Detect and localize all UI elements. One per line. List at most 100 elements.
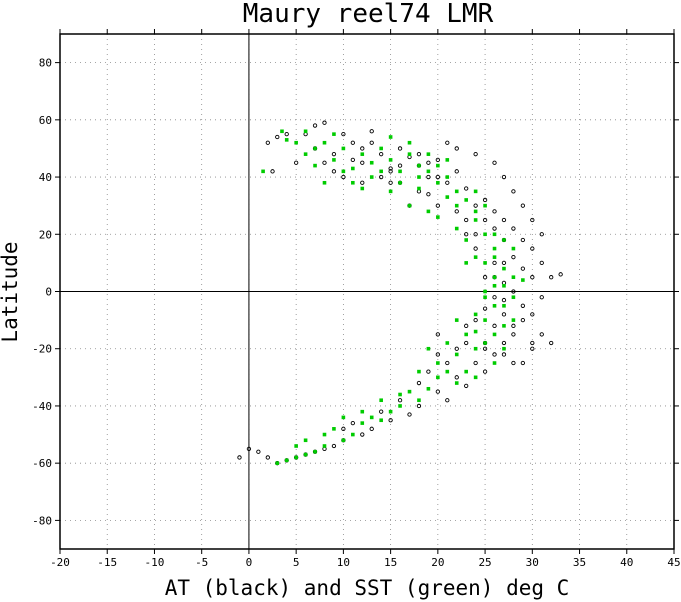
series-layer [237, 120, 563, 466]
at-point [397, 146, 403, 151]
at-point [246, 446, 252, 452]
sst-point [454, 352, 459, 357]
sst-point [464, 261, 468, 265]
at-point [539, 232, 544, 237]
at-point [464, 383, 469, 389]
at-point [350, 157, 355, 163]
at-point [454, 346, 459, 351]
at-point [501, 217, 507, 223]
y-tick-label: -60 [32, 457, 52, 470]
x-tick-label: -20 [50, 556, 70, 569]
sst-point [407, 152, 412, 156]
sst-point [473, 329, 478, 334]
sst-point [483, 232, 487, 237]
x-tick-label: 35 [573, 556, 586, 569]
sst-point [369, 160, 374, 165]
sst-point [379, 398, 383, 403]
at-point [558, 272, 563, 277]
y-axis-ticks: -80 -60 -40 -20 0 20 40 60 80 [32, 57, 679, 527]
sst-point [284, 458, 289, 463]
sst-point [275, 461, 280, 465]
sst-point [332, 132, 336, 136]
at-point [426, 192, 431, 197]
sst-point [445, 341, 450, 345]
sst-point [511, 295, 516, 300]
at-point [454, 146, 459, 151]
sst-point [398, 169, 402, 174]
at-point [473, 232, 478, 237]
y-axis-label: Latitude [0, 241, 22, 342]
at-point [454, 169, 459, 174]
sst-point [454, 226, 459, 231]
sst-point [426, 386, 431, 391]
sst-point [492, 361, 497, 365]
sst-point [360, 409, 365, 414]
sst-point [313, 163, 317, 168]
sst-point [445, 369, 450, 374]
at-point [492, 352, 497, 357]
at-point [501, 260, 507, 266]
sst-point [261, 169, 265, 174]
sst-point [502, 346, 506, 351]
at-point [482, 217, 488, 223]
sst-point [322, 432, 327, 437]
sst-point [398, 180, 402, 185]
sst-point [502, 283, 506, 288]
at-point [520, 266, 526, 271]
sst-point [360, 186, 365, 191]
at-point [501, 312, 507, 317]
at-point [511, 289, 516, 294]
at-point [539, 260, 544, 266]
at-point [426, 174, 431, 180]
sst-point [473, 209, 478, 214]
sst-point [407, 389, 412, 394]
x-axis-label: AT (black) and SST (green) deg C [165, 576, 570, 600]
x-axis-ticks: -20 -15 -10 -5 0 5 10 15 20 25 30 35 40 45 [50, 29, 681, 569]
at-point [360, 180, 365, 185]
sst-point [303, 438, 308, 443]
at-point [379, 409, 384, 414]
y-tick-label: 80 [39, 57, 52, 70]
y-tick-label: 0 [45, 286, 52, 299]
at-point [501, 340, 507, 346]
sst-point [351, 166, 355, 171]
at-point [464, 232, 469, 237]
at-point [369, 140, 374, 145]
sst-point [483, 203, 487, 208]
sst-point [492, 255, 497, 259]
at-point [473, 246, 478, 251]
at-point [520, 237, 526, 243]
sst-point [445, 158, 450, 162]
at-point [407, 412, 412, 417]
at-point [294, 160, 299, 165]
sst-point [502, 238, 506, 242]
at-point [492, 295, 497, 300]
sst-point [303, 152, 308, 156]
at-point [435, 332, 440, 337]
sst-point [407, 203, 412, 208]
at-point [492, 323, 497, 328]
sst-point [445, 175, 450, 179]
at-point [520, 317, 526, 323]
at-point [341, 174, 346, 180]
x-tick-label: 10 [337, 556, 350, 569]
sst-point [502, 266, 506, 271]
sst-point [417, 163, 421, 168]
sst-point [322, 140, 327, 145]
at-point [331, 443, 337, 449]
at-point [331, 152, 337, 157]
at-point [511, 189, 516, 194]
sst-point [492, 275, 497, 279]
y-tick-label: 40 [39, 171, 52, 184]
at-point [379, 152, 384, 157]
at-point [360, 432, 365, 437]
at-point [482, 197, 488, 203]
at-point [501, 352, 507, 357]
sst-point [436, 180, 440, 185]
sst-point [426, 152, 431, 156]
sst-point [294, 455, 298, 460]
sst-point [426, 346, 431, 351]
at-point [360, 146, 365, 151]
at-point [511, 360, 516, 366]
